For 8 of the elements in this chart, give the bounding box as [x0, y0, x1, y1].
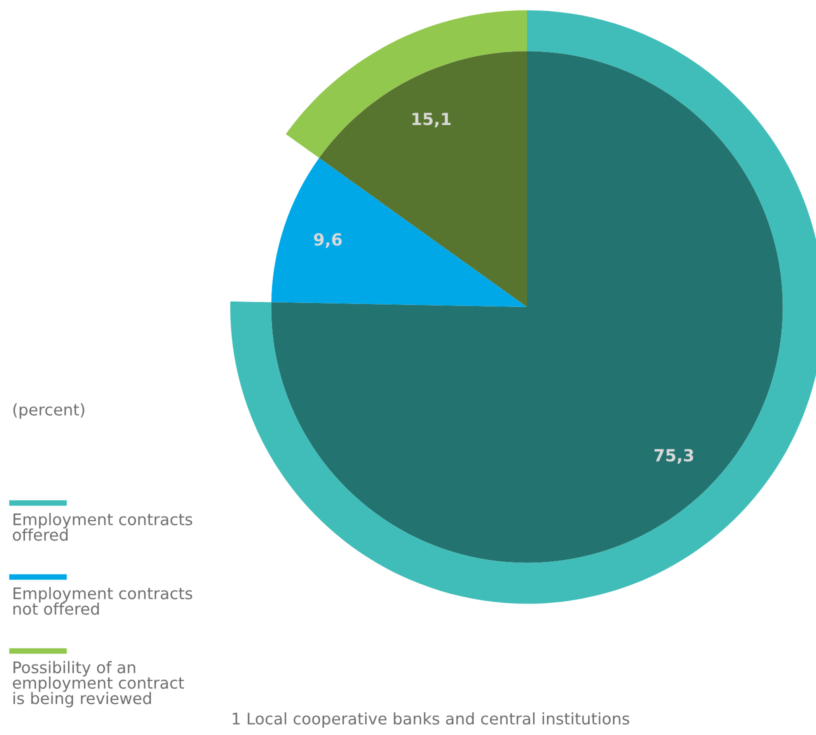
data-label: 9,6: [314, 233, 342, 248]
text: (percent): [13, 403, 84, 419]
legend-label: Employment contracts not offered: [13, 587, 192, 615]
legend-label: Possibility of an employment contract is being reviewed: [12, 661, 184, 708]
text: 1 Local cooperative banks and central institutions: [232, 712, 630, 728]
data-label: 75,3: [654, 448, 694, 464]
legend-label: Employment contracts offered: [12, 513, 192, 541]
data-label: 15,1: [412, 112, 451, 128]
